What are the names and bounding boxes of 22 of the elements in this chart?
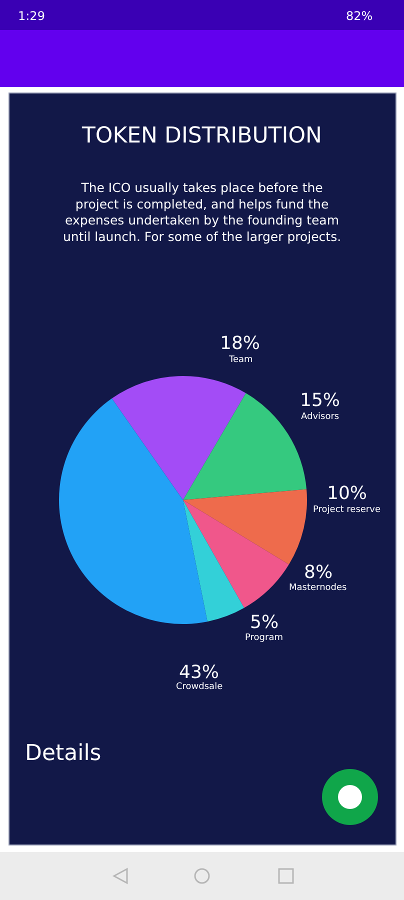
data-label: 10% [327, 483, 368, 504]
slice-label: Team [228, 355, 253, 365]
pie-slice [59, 398, 208, 624]
slice-label: Masternodes [289, 583, 348, 593]
data-label: 5% [250, 612, 279, 633]
slice-label: Program [245, 633, 283, 643]
pie-slice [183, 489, 307, 565]
data-label: 18% [220, 333, 260, 354]
data-label: 8% [304, 562, 333, 583]
pie-slice [112, 376, 246, 500]
slice-label: Crowdsale [176, 682, 224, 692]
text: Details [25, 741, 102, 766]
pie-slice [183, 500, 244, 622]
text: 82% [346, 9, 373, 23]
text: 1:29 [18, 9, 45, 23]
slice-label: Project reserve [313, 505, 381, 515]
chart-subtitle: The ICO usually takes place before the project is completed, and helps fund the expenses undertaken by the founding team until launch. For some of the larger projects. [63, 180, 342, 244]
chart-title: TOKEN DISTRIBUTION [80, 124, 322, 149]
data-label: 43% [179, 662, 220, 683]
pie-slice [183, 500, 289, 608]
slice-label: Advisors [301, 412, 340, 422]
data-label: 15% [300, 390, 340, 411]
